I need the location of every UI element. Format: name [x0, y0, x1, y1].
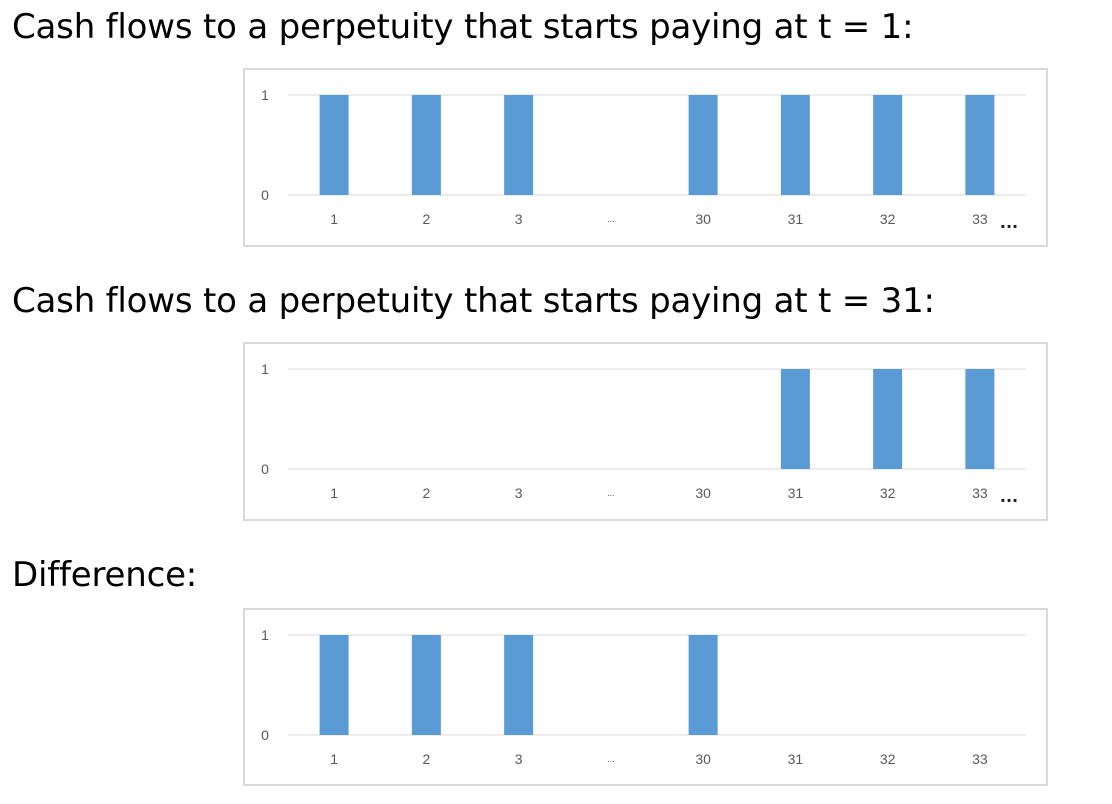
bar-2 [411, 635, 441, 735]
bar-31 [780, 369, 810, 469]
bar-1 [319, 635, 349, 735]
bar-3 [504, 95, 534, 195]
x-tick-label-2: 2 [422, 485, 430, 501]
y-tick-label-0: 0 [261, 461, 269, 477]
bar-1 [319, 95, 349, 195]
x-tick-label-ellipsis: ... [607, 754, 615, 764]
x-tick-label-2: 2 [422, 751, 430, 767]
chart-perpetuity-t31: 0 1 1 2 3... 30 31 32 33... [243, 342, 1048, 521]
continuation-marker: ... [1000, 213, 1018, 232]
chart-svg-difference: 0 1 1 2 3... 30 31 32 33 [261, 627, 1026, 767]
bar-2 [411, 95, 441, 195]
chart-svg-perpetuity-t31: 0 1 1 2 3... 30 31 32 33... [261, 361, 1026, 506]
x-tick-label-2: 2 [422, 211, 430, 227]
heading-difference: Difference: [12, 555, 198, 595]
bar-30 [688, 95, 718, 195]
x-tick-label-1: 1 [330, 751, 338, 767]
y-tick-label-0: 0 [261, 727, 269, 743]
x-tick-label-31: 31 [788, 485, 804, 501]
x-tick-label-30: 30 [695, 485, 711, 501]
heading-perpetuity-t1: Cash flows to a perpetuity that starts p… [12, 7, 914, 47]
x-tick-label-33: 33 [972, 485, 988, 501]
x-tick-label-32: 32 [880, 211, 896, 227]
bar-31 [780, 95, 810, 195]
x-tick-label-30: 30 [695, 751, 711, 767]
x-tick-label-ellipsis: ... [607, 214, 615, 224]
bar-30 [688, 635, 718, 735]
x-tick-label-31: 31 [788, 211, 804, 227]
bar-33 [965, 95, 995, 195]
x-tick-label-33: 33 [972, 751, 988, 767]
bar-32 [873, 95, 903, 195]
continuation-marker: ... [1000, 487, 1018, 506]
chart-difference: 0 1 1 2 3... 30 31 32 33 [243, 608, 1048, 786]
x-tick-label-3: 3 [515, 211, 523, 227]
x-tick-label-1: 1 [330, 211, 338, 227]
bar-3 [504, 635, 534, 735]
x-tick-label-33: 33 [972, 211, 988, 227]
x-tick-label-31: 31 [788, 751, 804, 767]
x-tick-label-3: 3 [515, 751, 523, 767]
y-tick-label-1: 1 [261, 627, 269, 643]
x-tick-label-1: 1 [330, 485, 338, 501]
x-tick-label-32: 32 [880, 485, 896, 501]
y-tick-label-0: 0 [261, 187, 269, 203]
heading-perpetuity-t31: Cash flows to a perpetuity that starts p… [12, 281, 935, 321]
x-tick-label-3: 3 [515, 485, 523, 501]
x-tick-label-30: 30 [695, 211, 711, 227]
y-tick-label-1: 1 [261, 87, 269, 103]
chart-svg-perpetuity-t1: 0 1 1 2 3... 30 31 32 33... [261, 87, 1026, 232]
bar-33 [965, 369, 995, 469]
x-tick-label-ellipsis: ... [607, 488, 615, 498]
chart-perpetuity-t1: 0 1 1 2 3... 30 31 32 33... [243, 68, 1048, 247]
x-tick-label-32: 32 [880, 751, 896, 767]
bar-32 [873, 369, 903, 469]
y-tick-label-1: 1 [261, 361, 269, 377]
